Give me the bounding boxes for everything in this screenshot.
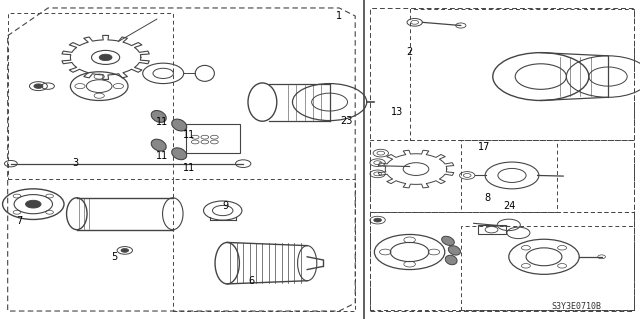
Text: 2: 2 xyxy=(406,47,413,57)
Text: 3: 3 xyxy=(72,158,79,168)
Text: 11: 11 xyxy=(156,151,168,161)
Ellipse shape xyxy=(448,246,461,255)
Text: 17: 17 xyxy=(477,142,490,152)
Text: 11: 11 xyxy=(156,117,168,127)
Circle shape xyxy=(26,200,41,208)
Text: 8: 8 xyxy=(484,193,491,203)
Text: 11: 11 xyxy=(182,130,195,140)
Text: 6: 6 xyxy=(248,276,255,286)
Text: 24: 24 xyxy=(503,201,516,211)
Ellipse shape xyxy=(445,255,457,265)
Ellipse shape xyxy=(151,139,166,151)
Text: 1: 1 xyxy=(336,11,342,21)
Circle shape xyxy=(374,218,381,222)
Text: 11: 11 xyxy=(182,163,195,174)
Ellipse shape xyxy=(442,236,454,245)
Text: 5: 5 xyxy=(111,252,117,262)
Circle shape xyxy=(121,249,129,252)
Text: S3Y3E0710B: S3Y3E0710B xyxy=(551,302,601,311)
Ellipse shape xyxy=(172,148,187,160)
Ellipse shape xyxy=(172,119,187,131)
Ellipse shape xyxy=(151,110,166,122)
Text: 13: 13 xyxy=(391,107,404,117)
Text: 7: 7 xyxy=(16,216,22,226)
Circle shape xyxy=(99,54,112,61)
Text: 23: 23 xyxy=(340,116,353,126)
Circle shape xyxy=(34,84,43,88)
Text: 9: 9 xyxy=(222,201,228,211)
